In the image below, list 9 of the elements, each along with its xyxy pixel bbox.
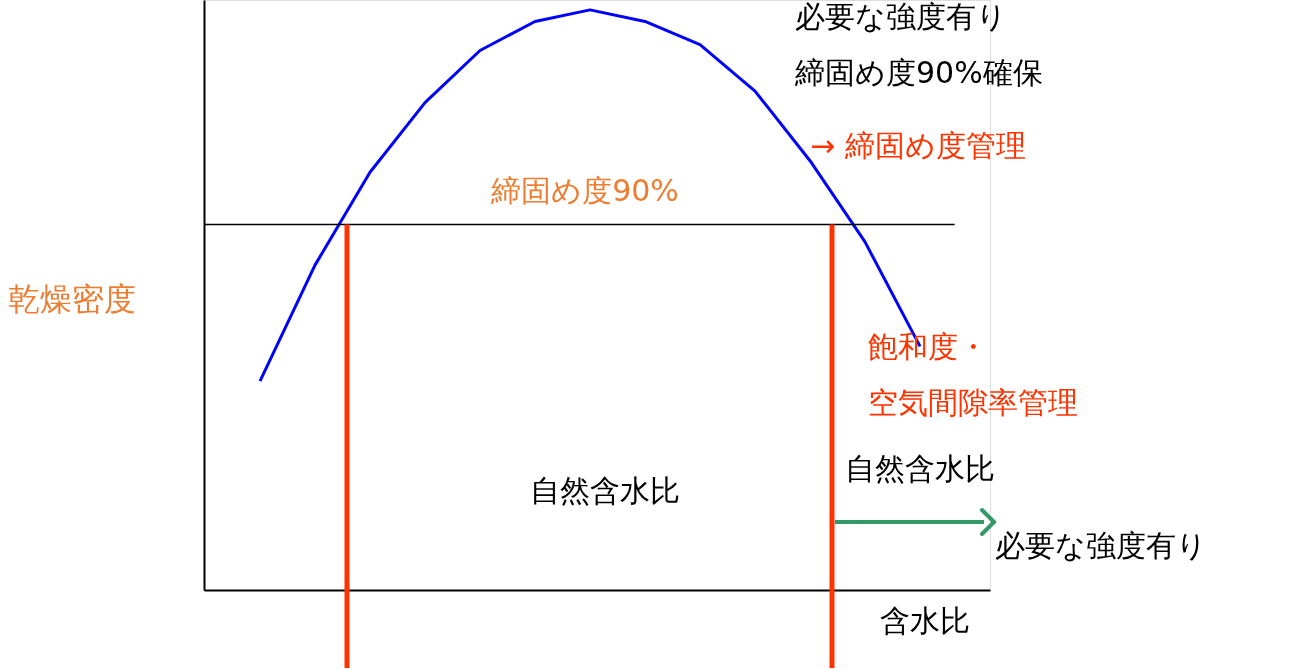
x-axis-title: 含水比: [880, 603, 970, 638]
annotation: 必要な強度有り締固め度90%確保: [794, 0, 1043, 90]
annotation: 自然含水比: [530, 473, 680, 508]
annotation: → 締固め度管理: [810, 128, 1026, 163]
text: 必要な強度有り: [995, 528, 1207, 563]
annotation: 飽和度・空気間隙率管理: [868, 329, 1078, 420]
ref-line-label: 締固め度90%: [490, 172, 679, 208]
annotation: 自然含水比: [845, 451, 995, 486]
y-axis-title: 乾燥密度: [8, 280, 136, 318]
